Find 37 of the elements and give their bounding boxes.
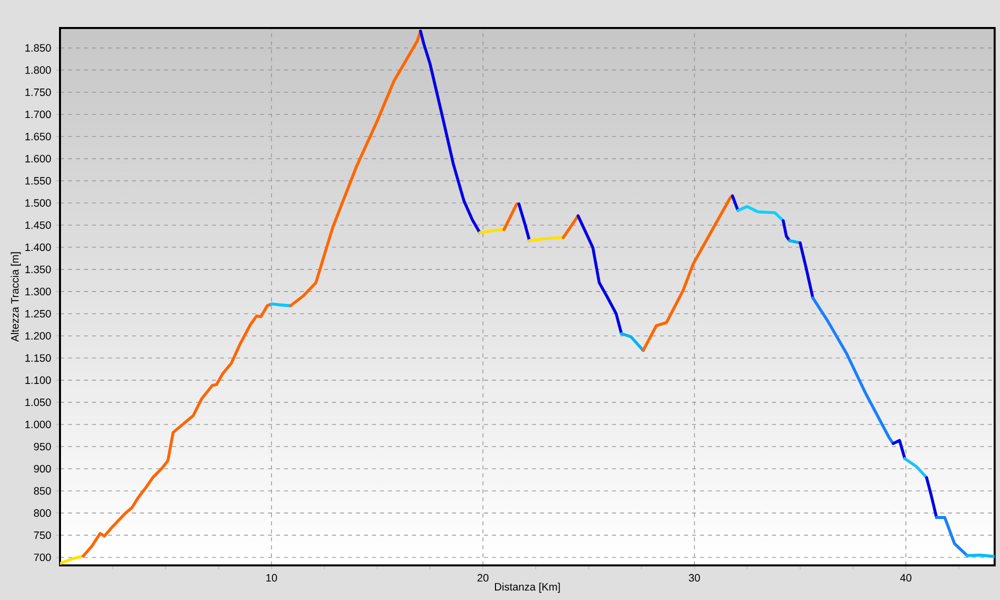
y-tick-label: 1.300 [25, 288, 51, 296]
line-series [419, 30, 482, 234]
y-tick-label: 1.500 [25, 199, 51, 207]
x-tick-label: 20 [478, 574, 488, 582]
y-tick-label: 800 [34, 509, 51, 517]
x-tick-label: 40 [900, 574, 912, 582]
line-series [82, 302, 273, 558]
line-series [576, 214, 623, 336]
y-axis-title: Altezza Traccia [m] [10, 252, 21, 342]
y-tick-label: 1.800 [25, 66, 51, 74]
y-tick-label: 1.400 [25, 244, 51, 252]
line-series [289, 30, 422, 308]
y-tick-label: 1.000 [25, 420, 51, 428]
line-series [642, 194, 734, 352]
y-tick-label: 1.450 [25, 221, 51, 229]
x-tick-label: 10 [266, 574, 277, 582]
y-tick-label: 750 [34, 531, 51, 539]
y-tick-label: 1.700 [25, 110, 51, 118]
y-tick-label: 1.100 [25, 376, 51, 384]
y-tick-label: 900 [34, 464, 51, 473]
y-tick-label: 950 [34, 442, 51, 450]
line-series [811, 296, 895, 445]
y-tick-label: 1.250 [25, 310, 51, 318]
y-tick-label: 700 [34, 554, 51, 562]
y-tick-label: 850 [34, 487, 51, 495]
y-tick-label: 1.750 [25, 88, 51, 96]
y-tick-label: 1.150 [25, 354, 51, 362]
x-axis-title: Distanza [Km] [495, 582, 560, 593]
x-tick-label: 30 [688, 574, 700, 582]
y-tick-label: 1.850 [25, 44, 51, 52]
y-tick-label: 1.650 [25, 132, 51, 140]
y-tick-label: 1.050 [25, 398, 51, 406]
y-tick-label: 1.550 [25, 177, 51, 185]
line-series [736, 205, 785, 222]
y-tick-label: 1.350 [25, 266, 51, 274]
y-tick-label: 1.600 [25, 154, 51, 162]
y-tick-label: 1.200 [25, 332, 51, 340]
